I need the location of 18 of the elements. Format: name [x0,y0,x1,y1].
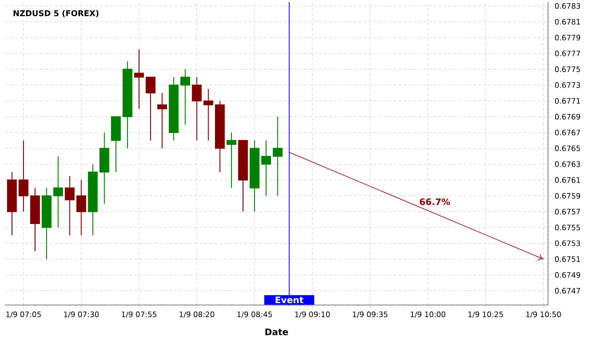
candlestick [180,68,190,126]
candlestick [157,92,168,149]
candlestick [64,176,75,236]
candlestick [215,100,225,173]
candlestick [272,116,283,196]
candlestick [238,140,248,212]
x-axis-title: Date [265,328,288,336]
candlestick [53,156,64,228]
candlestick [203,88,214,141]
candlestick [99,132,110,204]
candlestick [226,132,236,188]
annotation: 66.7% [420,198,450,206]
candlestick [88,164,98,236]
ref-line-label: Event [276,296,304,304]
candlestick [76,180,86,236]
candlestick [192,76,202,141]
candlestick [168,76,179,141]
candlestick [42,187,52,260]
